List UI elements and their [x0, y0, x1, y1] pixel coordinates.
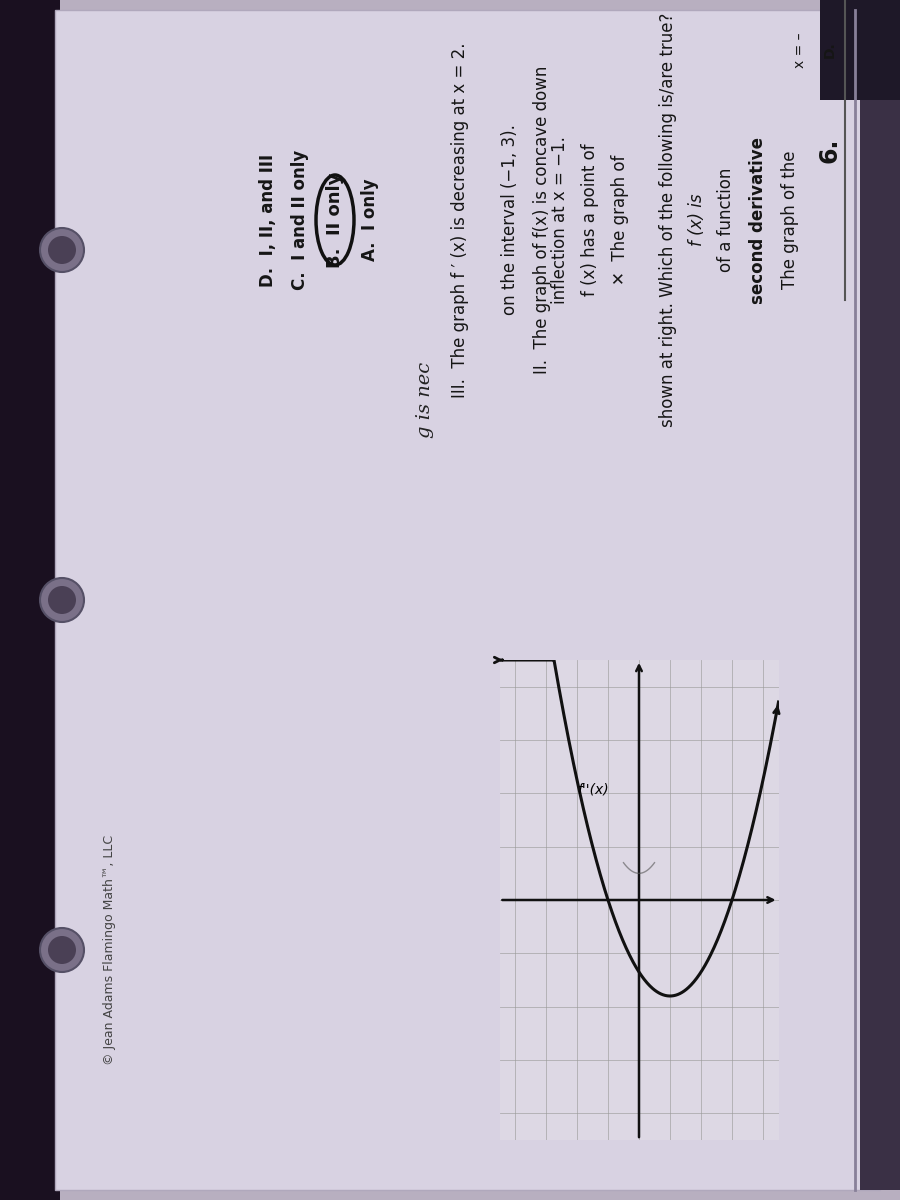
Circle shape [48, 586, 76, 614]
Text: © Jean Adams Flamingo Math™, LLC: © Jean Adams Flamingo Math™, LLC [104, 835, 116, 1066]
Text: f (x) is: f (x) is [688, 193, 706, 246]
Text: x = –: x = – [793, 32, 807, 67]
Text: g is nec: g is nec [416, 362, 434, 438]
Text: f''(x): f''(x) [577, 782, 608, 797]
Text: second derivative: second derivative [749, 137, 767, 304]
Text: ✕  The graph of: ✕ The graph of [611, 155, 629, 286]
Text: D.  I, II, and III: D. I, II, and III [259, 154, 277, 287]
Text: shown at right. Which of the following is/are true?: shown at right. Which of the following i… [659, 13, 677, 427]
Circle shape [48, 236, 76, 264]
Text: of a function: of a function [717, 168, 735, 272]
Text: inflection at x = −1.: inflection at x = −1. [551, 136, 569, 304]
Text: D.: D. [823, 42, 837, 59]
Text: C.  I and II only: C. I and II only [291, 150, 309, 290]
Text: f (x) has a point of: f (x) has a point of [581, 144, 599, 296]
Polygon shape [860, 10, 900, 1190]
Polygon shape [0, 0, 60, 1200]
Circle shape [40, 578, 84, 622]
Circle shape [48, 936, 76, 964]
Text: II.  The graph of f(x) is concave down: II. The graph of f(x) is concave down [533, 66, 551, 374]
Text: 6.: 6. [818, 137, 842, 163]
Text: B.  II only: B. II only [326, 173, 344, 268]
Text: III.  The graph f ′ (x) is decreasing at x = 2.: III. The graph f ′ (x) is decreasing at … [451, 42, 469, 397]
Circle shape [40, 928, 84, 972]
Text: The graph of the: The graph of the [781, 151, 799, 289]
Text: A.  I only: A. I only [361, 179, 379, 262]
Polygon shape [820, 0, 900, 100]
Text: on the interval (−1, 3).: on the interval (−1, 3). [501, 125, 519, 316]
Circle shape [40, 228, 84, 272]
Polygon shape [55, 10, 880, 1190]
